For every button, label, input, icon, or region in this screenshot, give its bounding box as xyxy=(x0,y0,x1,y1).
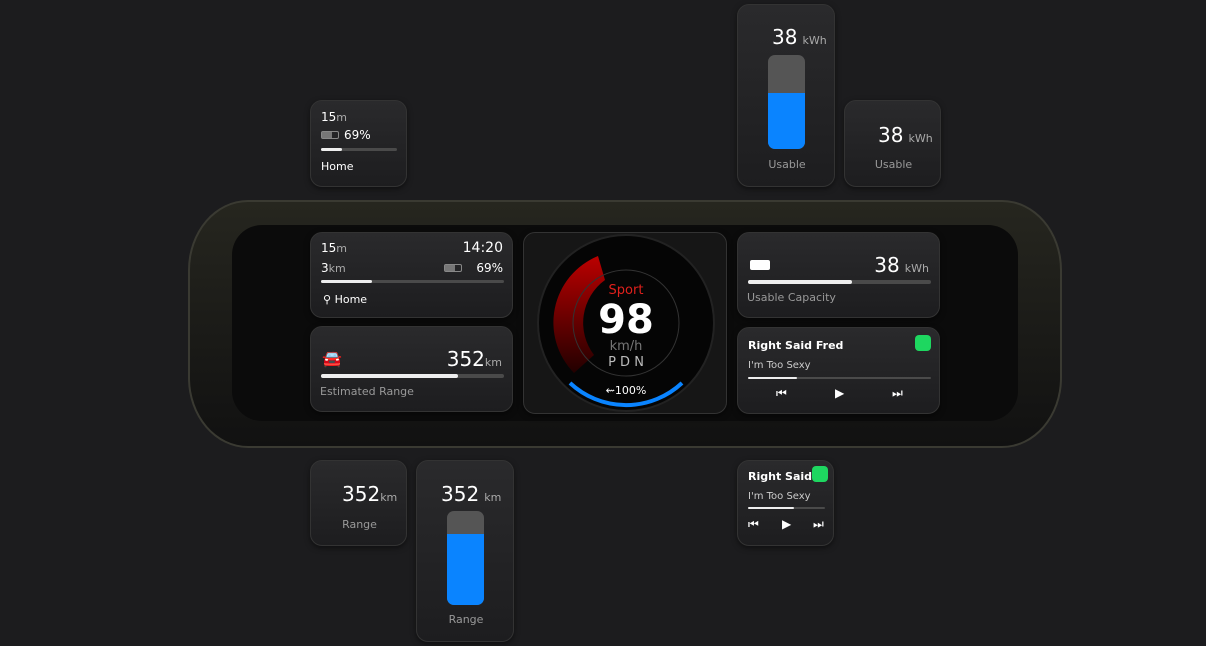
range-value: 352 xyxy=(441,482,480,506)
next-icon[interactable]: ⏭ xyxy=(892,386,903,400)
speed-value: 98 xyxy=(598,297,654,343)
capacity-vertical-bar xyxy=(768,55,805,149)
spotify-icon[interactable] xyxy=(812,466,828,482)
drive-mode: Sport xyxy=(608,283,644,298)
range-value: 352 xyxy=(342,482,381,506)
trip-destination: Home xyxy=(334,293,368,306)
capacity-label: Usable xyxy=(768,158,806,171)
battery-icon xyxy=(750,260,770,270)
previous-icon[interactable]: ⏮ xyxy=(776,386,787,400)
trip-destination: Home xyxy=(321,160,354,173)
clock: 14:20 xyxy=(462,240,503,256)
trip-duration-unit: m xyxy=(336,111,347,124)
speedometer-card: Sport 98 km/h P D N ⇜100% xyxy=(523,232,727,414)
music-track: I'm Too Sexy xyxy=(748,360,811,371)
range-label: Estimated Range xyxy=(320,385,414,398)
next-icon[interactable]: ⏭ xyxy=(813,517,824,531)
trip-battery: 69% xyxy=(344,128,371,142)
battery-icon xyxy=(444,264,462,272)
trip-battery: 69% xyxy=(476,261,503,275)
spotify-icon[interactable] xyxy=(915,335,931,351)
capacity-card[interactable]: 38 kWh Usable Capacity xyxy=(737,232,940,318)
speed-unit: km/h xyxy=(609,339,643,354)
capacity-widget-small[interactable]: 38 kWh Usable xyxy=(844,100,941,187)
music-card[interactable]: Right Said Fred I'm Too Sexy ⏮ ▶ ⏭ xyxy=(737,327,940,414)
trip-duration-unit: m xyxy=(336,242,347,255)
music-artist: Right Said xyxy=(748,470,813,483)
trip-distance: 3 xyxy=(321,261,329,275)
trip-distance-unit: km xyxy=(328,262,346,275)
music-progress[interactable] xyxy=(748,377,931,379)
battery-icon xyxy=(321,131,339,139)
music-progress[interactable] xyxy=(748,507,825,509)
capacity-unit: kWh xyxy=(908,132,933,145)
range-widget-tall[interactable]: 352 km Range xyxy=(416,460,514,642)
music-track: I'm Too Sexy xyxy=(748,491,811,502)
capacity-label: Usable Capacity xyxy=(747,291,836,304)
trip-progress xyxy=(321,148,397,151)
regen-value: 100% xyxy=(614,384,647,397)
range-vertical-bar xyxy=(447,511,484,605)
range-label: Range xyxy=(342,518,377,531)
capacity-widget-tall[interactable]: 38 kWh Usable xyxy=(737,4,835,187)
capacity-label: Usable xyxy=(874,158,913,171)
range-widget-small[interactable]: 352km Range xyxy=(310,460,407,546)
music-artist: Right Said Fred xyxy=(748,339,844,352)
music-widget-small[interactable]: Right Said I'm Too Sexy ⏮ ▶ ⏭ xyxy=(737,460,834,546)
range-label: Range xyxy=(448,613,484,626)
capacity-value: 38 xyxy=(874,253,900,277)
capacity-bar xyxy=(748,280,931,284)
range-value: 352 xyxy=(446,347,485,371)
speed-arc xyxy=(553,256,605,373)
regen-arc xyxy=(568,381,684,408)
trip-duration: 15 xyxy=(321,110,337,124)
car-icon: 🚘 xyxy=(322,349,342,368)
previous-icon[interactable]: ⏮ xyxy=(748,517,759,531)
gear-selector: P D N xyxy=(608,355,644,370)
range-unit: km xyxy=(380,491,398,504)
range-bar xyxy=(321,374,504,378)
trip-progress xyxy=(321,280,504,283)
speedometer-gauge xyxy=(537,234,715,412)
trip-widget-small[interactable]: 15m 69% Home xyxy=(310,100,407,187)
capacity-unit: kWh xyxy=(904,262,929,275)
range-card[interactable]: 🚘 352km Estimated Range xyxy=(310,326,513,412)
play-icon[interactable]: ▶ xyxy=(835,386,845,400)
trip-duration: 15 xyxy=(321,241,337,255)
trip-card[interactable]: 15m 3km 14:20 69% ⚲ Home xyxy=(310,232,513,318)
pin-icon: ⚲ xyxy=(323,293,332,306)
range-unit: km xyxy=(484,491,502,504)
play-icon[interactable]: ▶ xyxy=(782,517,792,531)
capacity-value: 38 xyxy=(878,123,904,147)
capacity-unit: kWh xyxy=(802,34,827,47)
capacity-value: 38 xyxy=(772,25,798,49)
regen-icon: ⇜ xyxy=(605,384,615,397)
range-unit: km xyxy=(484,356,502,369)
